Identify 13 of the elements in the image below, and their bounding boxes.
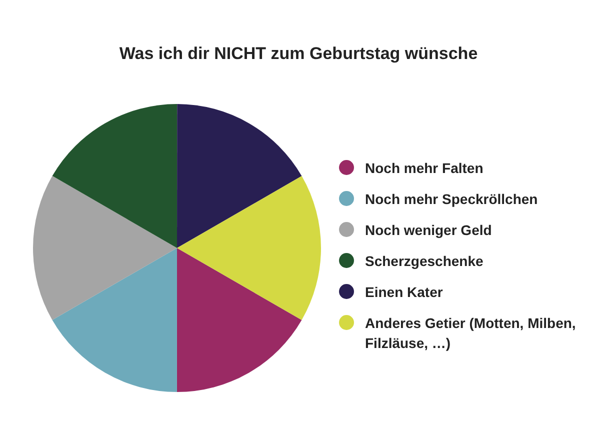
pie-slice (52, 248, 177, 392)
legend-label: Noch mehr Speckröllchen (365, 190, 538, 209)
legend-label: Scherzgeschenke (365, 252, 484, 271)
legend-label: Noch weniger Geld (365, 221, 492, 240)
pie-slice (52, 104, 178, 248)
legend-label: Anderes Getier (Motten, Milben, Filzläuse, …) (365, 314, 577, 353)
legend-label: Einen Kater (365, 283, 443, 302)
pie-slice (177, 104, 302, 248)
legend-label: Noch mehr Falten (365, 159, 484, 178)
pie-slice (177, 176, 321, 320)
chart-title: Was ich dir NICHT zum Geburtstag wünsche (118, 44, 479, 64)
pie-slice (33, 176, 177, 320)
pie-slice (176, 248, 302, 392)
